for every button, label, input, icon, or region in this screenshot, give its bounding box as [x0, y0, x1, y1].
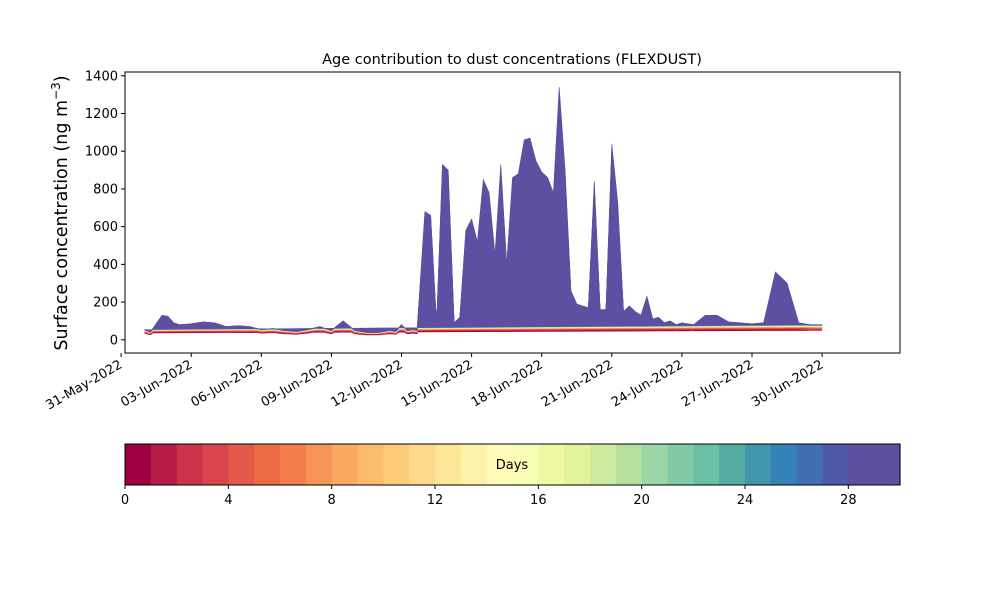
- colorbar-segment: [745, 444, 772, 485]
- colorbar-segment: [228, 444, 255, 485]
- y-axis-label-main: Surface concentration (ng m: [52, 100, 72, 351]
- x-tick-label: 12-Jun-2022: [329, 357, 406, 410]
- colorbar-segment: [822, 444, 849, 485]
- x-axis: 31-May-202203-Jun-202206-Jun-202209-Jun-…: [43, 353, 826, 413]
- colorbar-segment: [512, 444, 539, 485]
- x-tick-label: 15-Jun-2022: [399, 357, 476, 410]
- colorbar-segment: [435, 444, 462, 485]
- colorbar-segment: [280, 444, 307, 485]
- colorbar-segment: [383, 444, 410, 485]
- y-axis-label: Surface concentration (ng m−3): [49, 75, 72, 350]
- colorbar-segment: [848, 444, 875, 485]
- colorbar-tick-label: 4: [224, 493, 232, 508]
- y-tick-label: 0: [110, 333, 118, 348]
- colorbar-tick-label: 20: [633, 493, 650, 508]
- plot-frame: [124, 71, 901, 354]
- colorbar-segment: [331, 444, 359, 485]
- colorbar-tick-label: 0: [121, 493, 129, 508]
- y-tick-label: 200: [93, 296, 118, 311]
- y-tick-label: 1200: [85, 107, 118, 122]
- y-tick-label: 800: [93, 182, 118, 197]
- y-tick-label: 1400: [85, 69, 118, 84]
- colorbar-segment: [486, 444, 514, 485]
- colorbar-segment: [254, 444, 281, 485]
- colorbar-segment: [693, 444, 720, 485]
- age-layer-day-29: [144, 87, 823, 333]
- colorbar-tick-label: 8: [328, 493, 336, 508]
- colorbar-segment: [564, 444, 591, 485]
- colorbar-segment: [125, 444, 152, 485]
- x-tick-label: 21-Jun-2022: [539, 357, 616, 410]
- y-axis-label-exponent: −3: [49, 82, 63, 100]
- colorbar-label: Days: [496, 458, 529, 473]
- colorbar-tick-label: 12: [427, 493, 444, 508]
- colorbar: [125, 444, 901, 485]
- colorbar-segment: [874, 444, 901, 485]
- stacked-area-layers: [144, 87, 823, 336]
- y-tick-label: 1000: [85, 145, 118, 160]
- colorbar-tick-label: 28: [840, 493, 857, 508]
- y-axis: 0 200 400 600 800 1000 1200 1400: [85, 69, 125, 348]
- colorbar-segment: [176, 444, 204, 485]
- colorbar-segment: [150, 444, 178, 485]
- colorbar-segment: [796, 444, 824, 485]
- colorbar-tick-label: 24: [737, 493, 754, 508]
- colorbar-tick-label: 16: [530, 493, 547, 508]
- x-tick-label: 30-Jun-2022: [749, 357, 826, 410]
- colorbar-segment: [409, 444, 436, 485]
- colorbar-segment: [719, 444, 746, 485]
- x-tick-label: 24-Jun-2022: [609, 357, 686, 410]
- chart-title: Age contribution to dust concentrations …: [322, 52, 702, 68]
- x-tick-label: 09-Jun-2022: [259, 357, 336, 410]
- colorbar-segment: [615, 444, 643, 485]
- colorbar-segment: [305, 444, 333, 485]
- x-tick-label: 31-May-2022: [43, 357, 125, 413]
- colorbar-segment: [202, 444, 229, 485]
- colorbar-segment: [667, 444, 694, 485]
- x-tick-label: 03-Jun-2022: [118, 357, 195, 410]
- colorbar-segment: [770, 444, 798, 485]
- colorbar-segment: [641, 444, 669, 485]
- x-tick-label: 27-Jun-2022: [679, 357, 756, 410]
- colorbar-segment: [357, 444, 384, 485]
- y-tick-label: 400: [93, 258, 118, 273]
- y-tick-label: 600: [93, 220, 118, 235]
- y-axis-label-close: ): [52, 75, 72, 82]
- x-tick-label: 06-Jun-2022: [188, 357, 265, 410]
- x-tick-label: 18-Jun-2022: [469, 357, 546, 410]
- colorbar-frame: [124, 443, 901, 486]
- colorbar-segment: [590, 444, 617, 485]
- colorbar-ticks: 0 4 8 12 16 20 24 28: [121, 485, 857, 508]
- colorbar-segment: [460, 444, 488, 485]
- colorbar-segment: [538, 444, 565, 485]
